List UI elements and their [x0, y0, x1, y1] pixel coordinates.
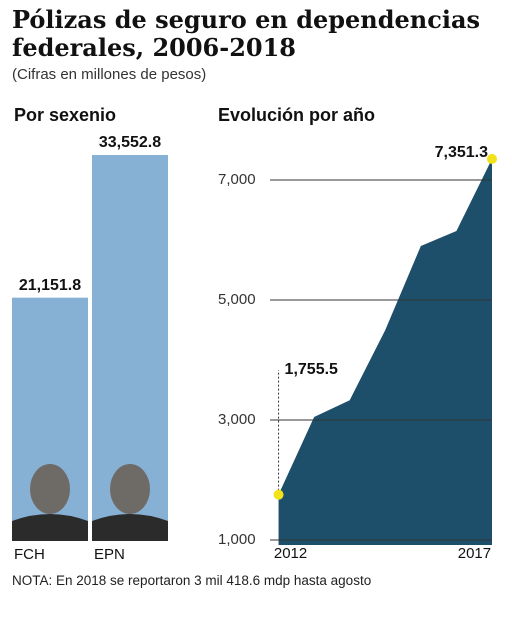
y-tick-label: 7,000 — [218, 171, 256, 188]
y-tick-label: 1,000 — [218, 531, 256, 548]
value-label: 33,552.8 — [99, 134, 161, 151]
subtitle: (Cifras en millones de pesos) — [12, 66, 207, 83]
area — [278, 158, 492, 545]
category-label: FCH — [14, 546, 45, 563]
category-label: EPN — [94, 546, 125, 563]
portrait-body — [12, 514, 88, 541]
portrait-head — [110, 464, 150, 514]
portrait-body — [92, 514, 168, 541]
portrait-head — [30, 464, 70, 514]
y-tick-label: 3,000 — [218, 411, 256, 428]
value-label: 1,755.5 — [285, 361, 338, 378]
note: NOTA: En 2018 se reportaron 3 mil 418.6 … — [12, 573, 372, 588]
point — [273, 489, 284, 500]
value-label: 7,351.3 — [435, 144, 488, 161]
chart-title: Evolución por año — [218, 105, 375, 125]
y-tick-label: 5,000 — [218, 291, 256, 308]
chart-title: Por sexenio — [14, 105, 116, 125]
point — [487, 153, 497, 164]
x-tick-label: 2012 — [274, 545, 307, 562]
title: Pólizas de seguro en dependencias federa… — [12, 5, 481, 62]
x-tick-label: 2017 — [458, 545, 491, 562]
value-label: 21,151.8 — [19, 277, 81, 294]
